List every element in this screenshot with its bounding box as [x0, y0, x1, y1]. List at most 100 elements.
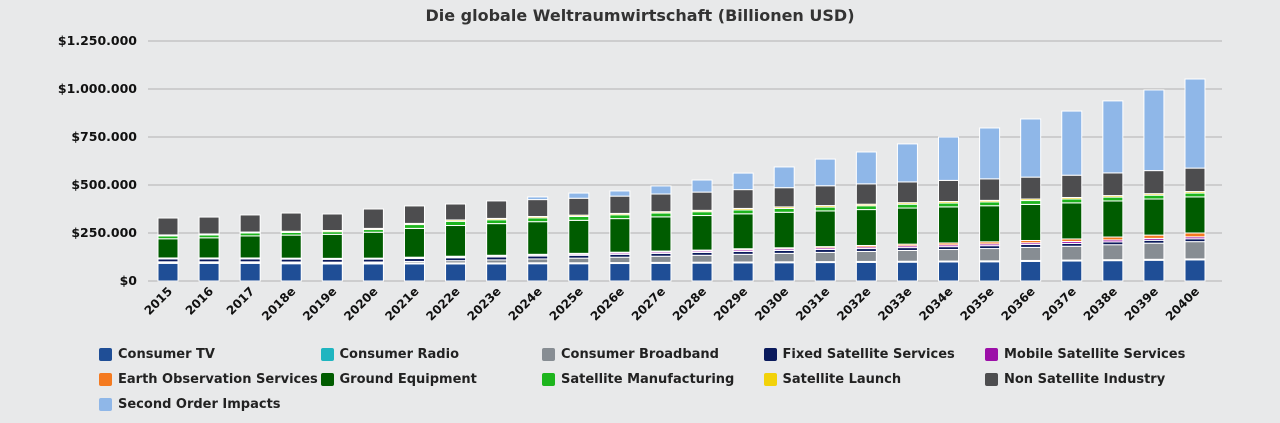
bar-segment-satellite-manufacturing[interactable] [855, 205, 877, 211]
bar-segment-ground-equipment[interactable] [732, 213, 754, 250]
bar-segment-ground-equipment[interactable] [938, 206, 960, 244]
bar-segment-ground-equipment[interactable] [1102, 200, 1124, 238]
bar-segment-consumer-tv[interactable] [486, 263, 508, 282]
bar-segment-satellite-manufacturing[interactable] [403, 224, 425, 229]
bar-segment-ground-equipment[interactable] [568, 219, 590, 254]
bar-segment-non-satellite-industry[interactable] [1184, 167, 1206, 193]
bar-segment-consumer-tv[interactable] [691, 262, 713, 282]
bar-segment-consumer-tv[interactable] [732, 262, 754, 282]
bar-segment-non-satellite-industry[interactable] [568, 197, 590, 216]
bar-segment-satellite-manufacturing[interactable] [1102, 196, 1124, 202]
bar-segment-non-satellite-industry[interactable] [321, 213, 343, 232]
bar-segment-non-satellite-industry[interactable] [814, 185, 836, 207]
legend-item[interactable]: Consumer Broadband [542, 346, 764, 362]
bar-segment-ground-equipment[interactable] [814, 210, 836, 248]
bar-segment-satellite-manufacturing[interactable] [814, 206, 836, 212]
bar-segment-consumer-tv[interactable] [1102, 260, 1124, 282]
bar-segment-consumer-broadband[interactable] [1184, 241, 1206, 260]
bar-segment-ground-equipment[interactable] [1020, 203, 1042, 241]
legend-item[interactable]: Non Satellite Industry [985, 371, 1207, 387]
bar-segment-consumer-tv[interactable] [362, 263, 384, 282]
bar-segment-satellite-manufacturing[interactable] [650, 212, 672, 218]
bar-segment-second-order-impacts[interactable] [1102, 100, 1124, 174]
bar-segment-satellite-manufacturing[interactable] [1020, 200, 1042, 205]
bar-segment-ground-equipment[interactable] [979, 205, 1001, 243]
bar-segment-consumer-tv[interactable] [855, 261, 877, 282]
bar-segment-consumer-broadband[interactable] [1102, 244, 1124, 261]
bar-segment-non-satellite-industry[interactable] [1061, 174, 1083, 198]
bar-segment-consumer-broadband[interactable] [691, 254, 713, 263]
bar-segment-consumer-tv[interactable] [527, 263, 549, 282]
bar-segment-consumer-broadband[interactable] [814, 251, 836, 263]
bar-segment-satellite-manufacturing[interactable] [896, 203, 918, 209]
bar-segment-satellite-manufacturing[interactable] [1061, 198, 1083, 204]
bar-segment-ground-equipment[interactable] [239, 235, 261, 259]
bar-segment-consumer-broadband[interactable] [1143, 242, 1165, 260]
bar-segment-second-order-impacts[interactable] [1184, 78, 1206, 169]
bar-segment-non-satellite-industry[interactable] [773, 187, 795, 208]
bar-segment-non-satellite-industry[interactable] [896, 181, 918, 204]
bar-segment-second-order-impacts[interactable] [691, 179, 713, 193]
bar-segment-satellite-manufacturing[interactable] [568, 215, 590, 221]
bar-segment-non-satellite-industry[interactable] [1020, 176, 1042, 200]
bar-segment-second-order-impacts[interactable] [896, 143, 918, 183]
legend-item[interactable]: Consumer TV [99, 346, 321, 362]
bar-segment-second-order-impacts[interactable] [527, 196, 549, 201]
bar-segment-satellite-manufacturing[interactable] [609, 214, 631, 220]
bar-segment-second-order-impacts[interactable] [773, 166, 795, 189]
bar-segment-non-satellite-industry[interactable] [609, 195, 631, 214]
bar-segment-ground-equipment[interactable] [280, 234, 302, 259]
bar-segment-non-satellite-industry[interactable] [650, 193, 672, 213]
bar-segment-satellite-manufacturing[interactable] [732, 209, 754, 215]
bar-segment-non-satellite-industry[interactable] [979, 178, 1001, 201]
bar-segment-non-satellite-industry[interactable] [732, 189, 754, 209]
bar-segment-consumer-broadband[interactable] [527, 258, 549, 264]
bar-segment-ground-equipment[interactable] [362, 231, 384, 259]
bar-segment-ground-equipment[interactable] [855, 209, 877, 246]
bar-segment-consumer-broadband[interactable] [650, 255, 672, 263]
bar-segment-satellite-manufacturing[interactable] [979, 201, 1001, 207]
bar-segment-non-satellite-industry[interactable] [691, 191, 713, 211]
bar-segment-consumer-tv[interactable] [1143, 259, 1165, 282]
bar-segment-ground-equipment[interactable] [321, 233, 343, 259]
bar-segment-non-satellite-industry[interactable] [486, 200, 508, 219]
bar-segment-consumer-tv[interactable] [773, 262, 795, 282]
legend-item[interactable]: Fixed Satellite Services [763, 346, 986, 362]
bar-segment-satellite-manufacturing[interactable] [1143, 194, 1165, 200]
bar-segment-non-satellite-industry[interactable] [1102, 172, 1124, 197]
bar-segment-ground-equipment[interactable] [609, 218, 631, 253]
bar-segment-non-satellite-industry[interactable] [198, 216, 220, 235]
bar-segment-second-order-impacts[interactable] [1061, 110, 1083, 176]
bar-segment-consumer-tv[interactable] [157, 262, 179, 282]
bar-segment-non-satellite-industry[interactable] [445, 203, 467, 221]
bar-segment-non-satellite-industry[interactable] [157, 217, 179, 236]
bar-segment-second-order-impacts[interactable] [650, 185, 672, 195]
bar-segment-ground-equipment[interactable] [1143, 198, 1165, 236]
bar-segment-second-order-impacts[interactable] [1020, 118, 1042, 178]
bar-segment-consumer-tv[interactable] [1020, 260, 1042, 282]
bar-segment-consumer-tv[interactable] [403, 263, 425, 282]
bar-segment-consumer-broadband[interactable] [732, 253, 754, 263]
bar-segment-consumer-tv[interactable] [650, 262, 672, 282]
bar-segment-non-satellite-industry[interactable] [403, 205, 425, 224]
legend-item[interactable]: Satellite Launch [763, 371, 986, 387]
bar-segment-ground-equipment[interactable] [157, 238, 179, 259]
bar-segment-second-order-impacts[interactable] [568, 192, 590, 199]
bar-segment-consumer-tv[interactable] [568, 263, 590, 282]
bar-segment-consumer-broadband[interactable] [855, 250, 877, 262]
bar-segment-satellite-manufacturing[interactable] [527, 217, 549, 223]
bar-segment-consumer-broadband[interactable] [568, 257, 590, 264]
bar-segment-non-satellite-industry[interactable] [239, 214, 261, 233]
bar-segment-second-order-impacts[interactable] [609, 190, 631, 197]
legend-item[interactable]: Satellite Manufacturing [542, 371, 764, 387]
bar-segment-non-satellite-industry[interactable] [280, 212, 302, 232]
bar-segment-second-order-impacts[interactable] [979, 127, 1001, 180]
legend-item[interactable]: Mobile Satellite Services [985, 346, 1207, 362]
bar-segment-consumer-tv[interactable] [239, 262, 261, 282]
legend-item[interactable]: Second Order Impacts [99, 396, 321, 412]
legend-item[interactable]: Consumer Radio [320, 346, 543, 362]
bar-segment-consumer-broadband[interactable] [773, 252, 795, 263]
bar-segment-consumer-tv[interactable] [814, 262, 836, 282]
bar-segment-ground-equipment[interactable] [773, 211, 795, 249]
bar-segment-satellite-manufacturing[interactable] [1184, 192, 1206, 198]
